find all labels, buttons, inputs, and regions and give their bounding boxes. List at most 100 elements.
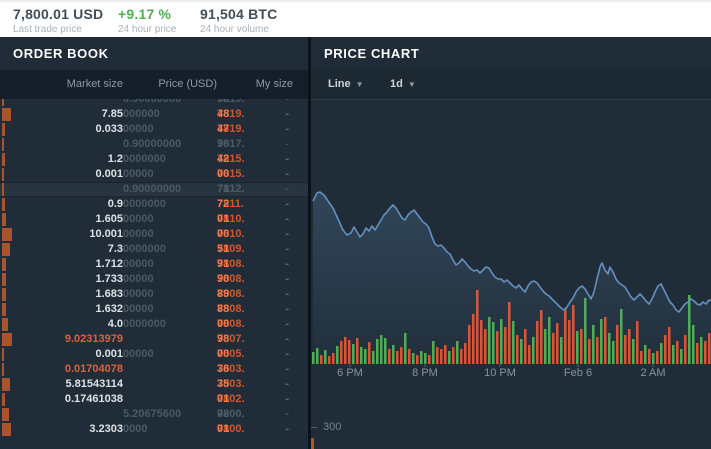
my-size-value: - — [285, 108, 289, 120]
order-book-row[interactable]: 5.81543114 7803. 35- — [0, 377, 309, 392]
market-size-value: 7.85 000000 — [101, 108, 160, 120]
depth-bar — [2, 378, 10, 391]
market-size-value: 7.3 0000000 — [107, 243, 166, 255]
my-size-value: - — [285, 393, 289, 405]
market-size-value: 0.01704078 — [64, 363, 123, 375]
my-size-value: - — [285, 303, 289, 315]
order-book-row[interactable]: 1.632 00000 7808. 88- — [0, 302, 309, 317]
market-size-value: 1.683 00000 — [95, 288, 154, 300]
my-size-value: - — [285, 333, 289, 345]
depth-bar — [2, 288, 6, 301]
market-size-value: 4.0 0000000 — [107, 318, 166, 330]
depth-bar — [2, 408, 9, 421]
y-axis-label-300: 300 — [323, 421, 342, 433]
x-axis-tick — [499, 363, 501, 367]
price-chart-title: PRICE CHART — [311, 37, 711, 70]
my-size-value: - — [285, 168, 289, 180]
market-size-value: 9.02313979 — [64, 333, 123, 345]
last-trade-label: Last trade price — [13, 24, 82, 35]
chevron-down-icon: ▼ — [355, 80, 364, 89]
depth-bar — [2, 183, 4, 196]
order-book-title: ORDER BOOK — [0, 37, 309, 70]
depth-bar — [2, 363, 4, 376]
order-book-row[interactable]: 9.02313979 7807. 98- — [0, 332, 309, 347]
24h-change-value: +9.17 % — [118, 6, 172, 22]
depth-bar — [2, 348, 4, 361]
my-size-value: - — [285, 423, 289, 435]
order-book-rows: 0.90000000 7819. 52-7.85 000000 7819. 48-0.03… — [0, 99, 309, 445]
market-size-value: 0.001 00000 — [95, 348, 154, 360]
order-book-row[interactable]: 0.033 00000 7819. 47- — [0, 122, 309, 137]
order-book-row[interactable]: 4.0 0000000 7808. 00- — [0, 317, 309, 332]
my-size-value: - — [285, 243, 289, 255]
market-size-column-header: Market size — [66, 78, 123, 90]
chart-type-value: Line — [328, 78, 351, 90]
depth-bar — [2, 99, 4, 106]
panel-divider — [308, 37, 311, 449]
24h-volume-value: 91,504 BTC — [200, 6, 278, 22]
x-axis-tick — [349, 363, 351, 367]
24h-volume-stat: 91,504 BTC 24 hour volume — [200, 6, 277, 35]
x-axis-label: 8 PM — [412, 367, 438, 379]
depth-bar — [2, 318, 8, 331]
price-chart-panel: PRICE CHART Line ▼ 1d ▼ 300 6 PM 8 PM 10 PM F… — [311, 37, 711, 449]
order-book-row[interactable]: 5.20675600 7800. 02- — [0, 407, 309, 422]
my-size-value: - — [285, 153, 289, 165]
order-book-row[interactable]: 10.001 00000 7810. 00- — [0, 227, 309, 242]
my-size-value: - — [285, 273, 289, 285]
order-book-row[interactable]: 0.001 00000 7815. 00- — [0, 167, 309, 182]
market-size-value: 0.001 00000 — [95, 168, 154, 180]
order-book-row[interactable]: 0.90000000 7812. 71- — [0, 182, 309, 197]
depth-bar — [2, 108, 11, 121]
chevron-down-icon: ▼ — [407, 80, 416, 89]
my-size-value: - — [285, 99, 289, 105]
depth-bar — [2, 393, 5, 406]
order-book-row[interactable]: 0.17461038 7802. 01- — [0, 392, 309, 407]
my-size-value: - — [285, 288, 289, 300]
order-book-row[interactable]: 1.2 0000000 7815. 42- — [0, 152, 309, 167]
ticker-bar: 7,800.01 USD Last trade price +9.17 % 24… — [0, 0, 711, 37]
depth-bar — [2, 243, 10, 256]
my-size-value: - — [285, 123, 289, 135]
order-book-row[interactable]: 1.712 00000 7808. 91- — [0, 257, 309, 272]
depth-bar — [2, 273, 6, 286]
order-book-row[interactable]: 0.9 0000000 7811. 72- — [0, 197, 309, 212]
market-size-value: 0.17461038 — [64, 393, 123, 405]
my-size-value: - — [285, 213, 289, 225]
order-book-row[interactable]: 0.001 00000 7805. 00- — [0, 347, 309, 362]
chart-range-dropdown[interactable]: 1d ▼ — [390, 70, 416, 99]
price-area-fill — [313, 192, 711, 364]
x-axis-label: Feb 6 — [563, 367, 593, 379]
depth-bar — [2, 213, 6, 226]
market-size-value: 1.632 00000 — [95, 303, 154, 315]
market-size-value: 10.001 00000 — [89, 228, 154, 240]
chart-toolbar: Line ▼ 1d ▼ — [311, 70, 711, 100]
depth-bar — [2, 153, 5, 166]
last-trade-stat: 7,800.01 USD Last trade price — [13, 6, 103, 35]
depth-bar — [2, 333, 12, 346]
order-book-row[interactable]: 1.733 00000 7808. 90- — [0, 272, 309, 287]
x-axis-label: 10 PM — [484, 367, 516, 379]
order-book-row[interactable]: 7.85 000000 7819. 48- — [0, 107, 309, 122]
chart-type-dropdown[interactable]: Line ▼ — [328, 70, 364, 99]
order-book-row[interactable]: 3.2303 0000 7800. 01- — [0, 422, 309, 437]
market-size-value: 0.9 0000000 — [107, 198, 166, 210]
my-size-value: - — [285, 258, 289, 270]
order-book-row[interactable]: 7.3 0000000 7809. 51- — [0, 242, 309, 257]
my-size-value: - — [285, 138, 289, 150]
depth-bar — [2, 228, 12, 241]
market-size-value: 3.2303 0000 — [89, 423, 148, 435]
market-size-value: 1.2 0000000 — [107, 153, 166, 165]
x-axis-tick — [424, 363, 426, 367]
order-book-row[interactable]: 0.01704078 7803. 36- — [0, 362, 309, 377]
order-book-row[interactable]: 1.683 00000 7808. 89- — [0, 287, 309, 302]
order-book-row[interactable]: 1.605 00000 7810. 01- — [0, 212, 309, 227]
my-size-value: - — [285, 348, 289, 360]
my-size-value: - — [285, 378, 289, 390]
order-book-row[interactable]: 0.90000000 7817. 96- — [0, 137, 309, 152]
depth-bar — [2, 303, 6, 316]
order-book-row[interactable]: 0.90000000 7819. 52- — [0, 99, 309, 107]
chart-svg — [312, 191, 711, 364]
price-line — [312, 191, 711, 313]
